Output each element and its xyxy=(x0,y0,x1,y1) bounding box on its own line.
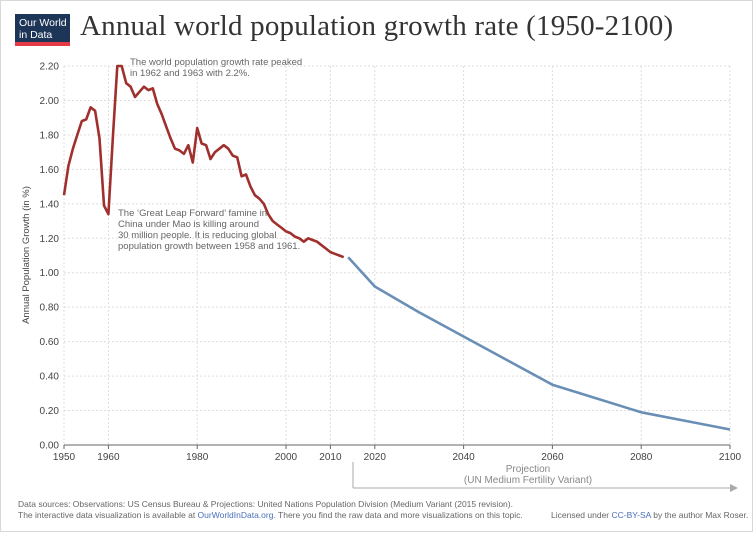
logo-accent-bar xyxy=(15,42,70,46)
x-tick-label: 2010 xyxy=(319,452,342,463)
y-tick-label: 2.00 xyxy=(40,96,60,107)
annotation-famine-line-2: China under Mao is killing around xyxy=(118,219,259,230)
footer-interactive-pre: The interactive data visualization is av… xyxy=(18,510,198,520)
logo-line-1: Our World xyxy=(19,17,67,29)
y-tick-label: 1.00 xyxy=(40,268,60,279)
y-axis-label: Annual Population Growth (in %) xyxy=(21,186,32,324)
projection-arrow-icon xyxy=(730,484,738,492)
series-line-observations xyxy=(62,64,345,259)
annotation-peak: The world population growth rate peaked … xyxy=(130,57,305,79)
owid-logo[interactable]: Our World in Data xyxy=(15,14,70,46)
x-tick-label: 2000 xyxy=(275,452,298,463)
y-tick-label: 2.20 xyxy=(40,62,60,73)
y-tick-label: 0.60 xyxy=(40,337,60,348)
footer-license-pre: Licensed under xyxy=(551,510,612,520)
x-tick-label: 2020 xyxy=(364,452,387,463)
footer-license: Licensed under CC-BY-SA by the author Ma… xyxy=(551,510,748,520)
y-tick-label: 1.40 xyxy=(40,199,60,210)
logo-line-2: in Data xyxy=(19,29,53,41)
x-tick-label: 1960 xyxy=(97,452,120,463)
y-tick-label: 0.20 xyxy=(40,406,60,417)
y-tick-label: 0.80 xyxy=(40,303,60,314)
footer-interactive: The interactive data visualization is av… xyxy=(18,510,523,520)
projection-label-2: (UN Medium Fertility Variant) xyxy=(464,475,592,486)
y-tick-label: 1.60 xyxy=(40,165,60,176)
y-axis-ticks: 0.00 0.20 0.40 0.60 0.80 1.00 1.20 1.40 1.60 1.80… xyxy=(40,62,60,452)
x-tick-label: 2080 xyxy=(630,452,653,463)
x-tick-label: 1980 xyxy=(186,452,209,463)
footer-sources: Data sources: Observations: US Census Bu… xyxy=(18,499,513,509)
y-tick-label: 1.20 xyxy=(40,234,60,245)
projection-label-1: Projection xyxy=(506,464,550,475)
annotation-famine-line-1: The ‘Great Leap Forward’ famine in xyxy=(118,208,267,219)
y-tick-label: 0.00 xyxy=(40,441,60,452)
annotation-peak-line-2: in 1962 and 1963 with 2.2%. xyxy=(130,68,250,79)
footer-license-post: by the author Max Roser. xyxy=(650,510,749,520)
y-tick-label: 0.40 xyxy=(40,372,60,383)
annotation-peak-line-1: The world population growth rate peaked xyxy=(130,57,302,68)
x-tick-label: 2060 xyxy=(541,452,564,463)
annotation-famine-line-4: population growth between 1958 and 1961. xyxy=(118,241,300,252)
owid-link[interactable]: OurWorldInData.org xyxy=(197,510,274,520)
annotation-famine-line-3: 30 million people. It is reducing global xyxy=(118,230,276,241)
y-tick-label: 1.80 xyxy=(40,130,60,141)
x-axis-ticks: 1950 1960 1980 2000 2010 2020 2040 2060 2080 2100 xyxy=(53,445,742,463)
annotation-famine: The ‘Great Leap Forward’ famine in China… xyxy=(118,208,300,252)
x-tick-label: 2040 xyxy=(452,452,475,463)
gridlines xyxy=(63,65,731,445)
x-tick-label: 2100 xyxy=(719,452,742,463)
chart-title: Annual world population growth rate (195… xyxy=(80,10,674,42)
footer-interactive-post: . There you find the raw data and more v… xyxy=(273,510,523,520)
license-link[interactable]: CC-BY-SA xyxy=(611,510,651,520)
x-tick-label: 1950 xyxy=(53,452,76,463)
series-line-projection xyxy=(347,256,731,431)
